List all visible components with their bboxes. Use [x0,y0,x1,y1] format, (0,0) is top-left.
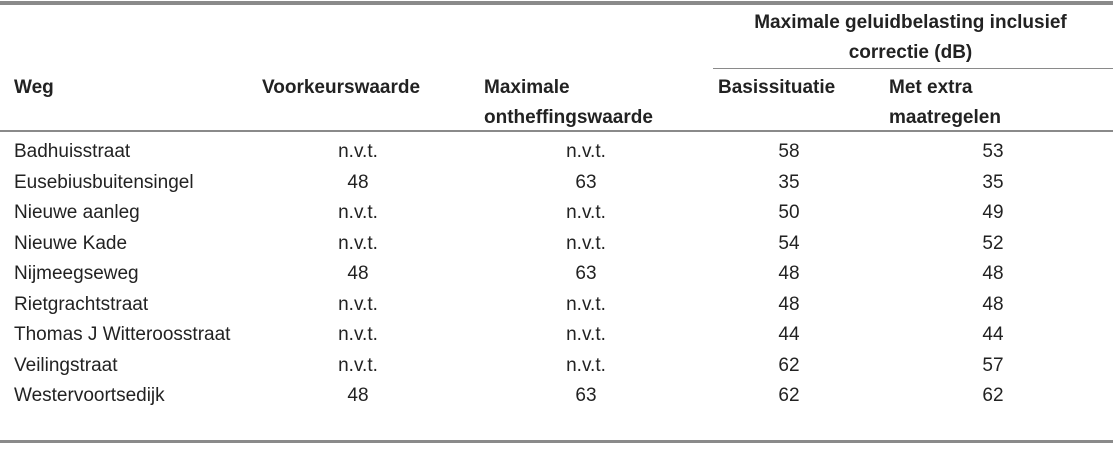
column-header: Basissituatie [718,77,836,98]
table-cell: 44 [778,324,800,345]
row-label: Veilingstraat [14,354,118,376]
table-cell: 48 [347,263,369,284]
table-cell: 58 [778,141,800,162]
row-label: Eusebiusbuitensingel [14,171,194,193]
table-cell: 62 [778,354,800,376]
table-cell: n.v.t. [566,141,606,162]
row-label: Nieuwe aanleg [14,202,140,223]
column-header: Voorkeurswaarde [262,77,421,98]
column-header: Met extra maatregelen [889,77,1001,128]
table-cell: n.v.t. [566,293,606,315]
table-cell: 48 [982,293,1004,315]
table-cell: 62 [778,385,800,406]
table-cell: n.v.t. [566,202,606,223]
row-label: Rietgrachtstraat [14,293,149,315]
group-rule [713,68,1113,69]
table-cell: 48 [347,385,369,406]
table-cell: 44 [982,324,1004,345]
table-cell: n.v.t. [338,324,378,345]
row-label: Westervoortsedijk [14,385,165,406]
table-cell: n.v.t. [338,293,378,315]
table-cell: 48 [778,293,800,315]
table-cell: n.v.t. [338,202,378,223]
column-header: Weg [14,77,54,98]
table-cell: 48 [982,263,1004,284]
table-cell: 48 [778,263,800,284]
table-cell: n.v.t. [338,354,378,376]
table-cell: 50 [778,202,800,223]
table-cell: n.v.t. [338,141,378,162]
table-cell: n.v.t. [566,324,606,345]
column-header: Maximale ontheffingswaarde [484,77,653,128]
table-cell: n.v.t. [566,354,606,376]
table-cell: 54 [778,232,800,254]
group-header: Maximale geluidbelasting inclusief corre… [754,12,1067,63]
table-cell: 48 [347,171,369,193]
bottom-rule [0,440,1113,443]
table-cell: 35 [982,171,1004,193]
table-cell: 49 [982,202,1004,223]
row-label: Badhuisstraat [14,141,131,162]
header-rule [0,130,1113,132]
top-rule [0,1,1113,5]
table-cell: 35 [778,171,800,193]
table-cell: 53 [982,141,1004,162]
table-cell: n.v.t. [338,232,378,254]
table-cell: 63 [575,385,597,406]
table-cell: 63 [575,263,597,284]
row-label: Nieuwe Kade [14,232,128,254]
table-cell: 63 [575,171,597,193]
table-cell: 52 [982,232,1004,254]
table-cell: n.v.t. [566,232,606,254]
row-label: Nijmeegseweg [14,263,139,284]
row-label: Thomas J Witteroosstraat [14,324,231,345]
table-cell: 62 [982,385,1004,406]
table-cell: 57 [982,354,1004,376]
